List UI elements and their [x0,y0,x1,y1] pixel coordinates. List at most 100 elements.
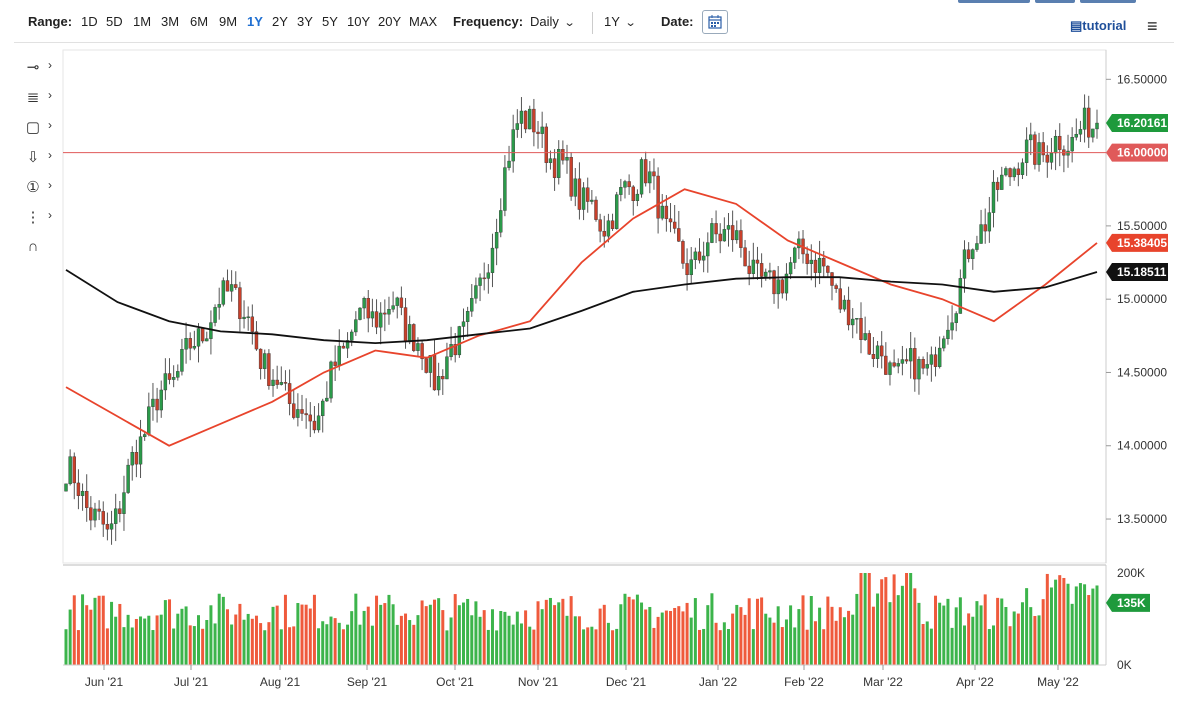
volume-bar-up [1004,607,1008,665]
ma-slow-tag-bg [1106,263,1168,282]
candle-up [606,220,611,237]
candle-up [855,318,859,320]
volume-bar-down [859,573,863,665]
candle-up [370,311,375,319]
top-tab-3[interactable] [1080,0,1136,3]
ma-fast-tag: 15.38405 [1117,236,1167,250]
volume-bar-up [726,629,730,665]
volume-bar-down [168,599,172,665]
volume-bar-down [89,609,93,665]
range-1d[interactable]: 1D [81,14,98,29]
volume-bar-up [648,606,652,665]
x-tick-label: Dec '21 [606,675,647,689]
volume-bar-up [246,613,250,665]
candle-up [917,359,921,380]
volume-bar-down [685,602,689,665]
tutorial-label: tutorial [1082,18,1127,33]
candle-down [892,362,896,367]
volume-bar-up [1054,579,1058,665]
volume-bar-up [379,604,383,665]
frequency-select[interactable]: Daily ⌄ [530,14,576,29]
candle-up [80,490,85,496]
candle-up [565,157,569,161]
candle-down [714,223,718,235]
volume-bar-up [437,598,441,665]
volume-bar-down [312,594,316,665]
candle-down [739,230,743,248]
ma-slow-line [65,269,1098,345]
top-tab-1[interactable] [958,0,1030,3]
candle-up [345,340,350,349]
candle-up [391,305,395,310]
calendar-button[interactable] [702,10,728,34]
range-max[interactable]: MAX [409,14,438,29]
candle-up [1095,122,1099,130]
period-select[interactable]: 1Y ⌄ [604,14,637,29]
volume-bar-up [710,593,714,665]
volume-bar-up [1000,598,1004,665]
candle-up [1091,128,1095,138]
range-20y[interactable]: 20Y [378,14,402,29]
tool-arrow[interactable]: ⇩ › [20,148,60,172]
volume-bar-down [664,610,668,665]
volume-bar-down [743,614,747,665]
candle-up [929,354,934,365]
volume-bar-down [739,607,743,665]
top-tab-2[interactable] [1035,0,1075,3]
tool-fib[interactable]: ≣ › [20,88,60,112]
candle-down [238,287,242,320]
candle-down [432,355,437,391]
candle-down [420,343,424,360]
last-price-tag: 16.20161 [1117,116,1167,130]
volume-bar-up [184,606,188,665]
candle-up [180,349,184,372]
range-2y[interactable]: 2Y [272,14,288,29]
candle-down [643,159,648,184]
hamburger-menu-icon[interactable]: ≡ [1147,16,1158,36]
range-6m[interactable]: 6M [190,14,209,29]
candle-down [652,171,656,177]
tool-line[interactable]: ⊸ › [20,58,60,82]
range-1m[interactable]: 1M [133,14,152,29]
volume-bar-up [809,596,813,665]
volume-bar-up [1029,607,1033,665]
volume-bar-up [818,607,822,665]
range-3m[interactable]: 3M [161,14,180,29]
candle-down [308,414,312,422]
x-tick-label: Feb '22 [784,675,824,689]
candle-down [681,241,685,264]
candle-up [726,225,731,230]
candle-up [465,311,470,322]
range-1y[interactable]: 1Y [247,14,263,29]
candle-down [118,508,122,514]
volume-bar-down [747,598,751,665]
range-9m[interactable]: 9M [219,14,238,29]
candle-down [536,131,540,134]
range-10y[interactable]: 10Y [347,14,371,29]
range-5d[interactable]: 5D [106,14,123,29]
volume-bar-down [967,613,971,665]
range-5y[interactable]: 5Y [322,14,338,29]
tutorial-link[interactable]: ▤tutorial [1070,18,1126,34]
range-3y[interactable]: 3Y [297,14,313,29]
candle-down [838,288,842,310]
candle-up [764,271,768,277]
volume-bar-up [139,616,143,665]
candle-up [358,307,362,320]
candle-down [598,219,602,232]
tool-shape[interactable]: ▢ › [20,118,60,142]
volume-bar-down [404,613,408,665]
candle-up [991,181,996,213]
candle-up [648,171,652,184]
candle-up [445,356,449,380]
volume-bar-down [996,597,1000,665]
candle-up [751,259,756,274]
candle-up [246,316,250,319]
tool-magnet[interactable]: ∩ [20,238,60,262]
volume-bar-down [76,630,80,665]
candle-up [337,345,341,366]
tool-annotation[interactable]: ① › [20,178,60,202]
tool-measure[interactable]: ⋮ › [20,208,60,232]
volume-bar-up [346,624,350,665]
